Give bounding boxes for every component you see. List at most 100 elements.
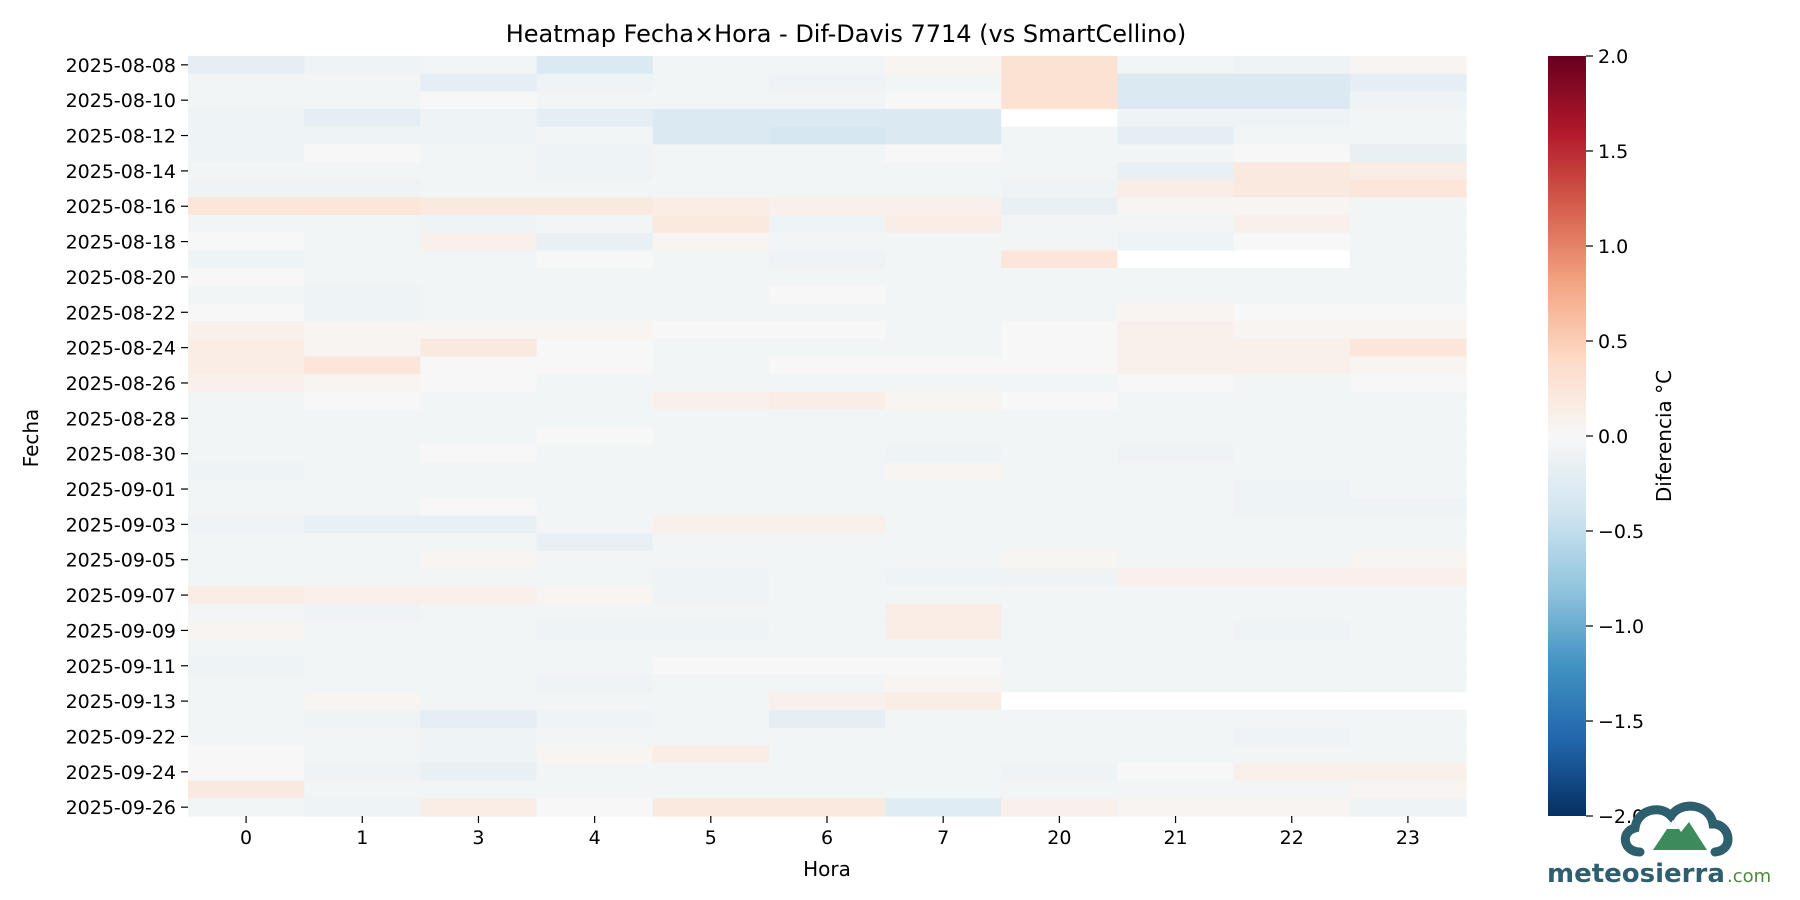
heatmap-cell — [1349, 692, 1467, 711]
heatmap-cell — [420, 550, 538, 570]
heatmap-cell — [1117, 745, 1235, 764]
heatmap-cell — [885, 197, 1002, 216]
heatmap-cell — [1349, 285, 1467, 305]
colorbar-tick-label: 1.5 — [1598, 141, 1628, 163]
heatmap-cell — [536, 727, 654, 746]
heatmap-cell — [188, 321, 305, 340]
heatmap-cell — [1349, 674, 1467, 693]
heatmap-cell — [1001, 73, 1119, 92]
heatmap-cell — [188, 745, 305, 764]
heatmap-cell — [1233, 109, 1351, 128]
heatmap-cell — [1001, 321, 1119, 340]
heatmap-cell — [304, 568, 421, 587]
heatmap-cell — [768, 409, 886, 428]
heatmap-cell — [1117, 374, 1235, 393]
heatmap-cell — [420, 674, 538, 693]
heatmap-cell — [1117, 56, 1235, 75]
heatmap-cell — [1117, 480, 1235, 499]
heatmap-cell — [420, 497, 538, 517]
heatmap-cell — [188, 727, 305, 746]
heatmap-cell — [304, 250, 421, 269]
heatmap-cell — [536, 144, 654, 163]
heatmap-cell — [420, 197, 538, 216]
heatmap-cell — [420, 586, 538, 605]
heatmap-cell — [885, 621, 1002, 640]
heatmap-cell — [1233, 798, 1351, 817]
heatmap-cell — [885, 215, 1002, 234]
logo-text-main: meteosierra — [1547, 859, 1725, 889]
heatmap-cell — [420, 338, 538, 358]
heatmap-cell — [536, 745, 654, 764]
heatmap-cell — [304, 550, 421, 570]
heatmap-cell — [1233, 303, 1351, 322]
heatmap-cell — [1001, 374, 1119, 393]
x-tick-label: 22 — [1280, 827, 1304, 849]
heatmap-cell — [420, 162, 538, 181]
heatmap-cell — [1233, 268, 1351, 287]
heatmap-cell — [768, 56, 886, 75]
heatmap-cell — [188, 232, 305, 252]
heatmap-cell — [652, 745, 770, 764]
heatmap-cell — [768, 268, 886, 287]
heatmap-cell — [885, 674, 1002, 693]
heatmap-cell — [304, 56, 421, 75]
heatmap-cell — [1117, 285, 1235, 305]
heatmap-cell — [1233, 73, 1351, 92]
heatmap-cell — [1001, 232, 1119, 252]
heatmap-cell — [1349, 321, 1467, 340]
heatmap-cell — [420, 356, 538, 375]
heatmap-cell — [1349, 745, 1467, 764]
heatmap-cell — [536, 126, 654, 145]
heatmap-cell — [536, 303, 654, 322]
heatmap-cell — [420, 179, 538, 198]
heatmap-cell — [1349, 515, 1467, 534]
heatmap-cell — [536, 232, 654, 252]
heatmap-cell — [420, 515, 538, 534]
y-tick-label: 2025-09-24 — [66, 762, 176, 784]
heatmap-cell — [304, 338, 421, 358]
heatmap-cell — [1001, 215, 1119, 234]
heatmap-cell — [420, 727, 538, 746]
heatmap-cell — [188, 91, 305, 110]
heatmap-cell — [304, 798, 421, 817]
heatmap-cell — [768, 639, 886, 658]
heatmap-cell — [188, 444, 305, 464]
heatmap-cell — [652, 162, 770, 181]
heatmap-cell — [652, 550, 770, 570]
heatmap-cell — [885, 550, 1002, 570]
heatmap-cell — [1349, 144, 1467, 163]
heatmap-cell — [1349, 179, 1467, 198]
heatmap-cell — [1349, 480, 1467, 499]
heatmap-cell — [188, 603, 305, 623]
heatmap-cell — [885, 321, 1002, 340]
heatmap-cell — [304, 497, 421, 517]
heatmap-cell — [188, 515, 305, 534]
heatmap-cell — [1001, 409, 1119, 428]
heatmap-cell — [1001, 798, 1119, 817]
heatmap-cell — [420, 533, 538, 552]
heatmap-cell — [1349, 162, 1467, 181]
heatmap-cell — [652, 656, 770, 676]
heatmap-cell — [304, 109, 421, 128]
heatmap-cell — [1001, 91, 1119, 110]
heatmap-cell — [420, 109, 538, 128]
heatmap-cell — [1001, 303, 1119, 322]
heatmap-cell — [536, 215, 654, 234]
heatmap-cell — [768, 780, 886, 799]
y-tick-label: 2025-08-16 — [66, 196, 176, 218]
heatmap-cell — [1349, 91, 1467, 110]
heatmap-cell — [420, 144, 538, 163]
heatmap-cell — [652, 586, 770, 605]
heatmap-cell — [652, 144, 770, 163]
heatmap-cell — [1117, 727, 1235, 746]
heatmap-cell — [768, 109, 886, 128]
y-tick-label: 2025-08-22 — [66, 302, 176, 324]
heatmap-cell — [885, 780, 1002, 799]
heatmap-cell — [188, 268, 305, 287]
heatmap-cell — [1117, 91, 1235, 110]
heatmap-cell — [768, 462, 886, 481]
heatmap-cell — [1001, 533, 1119, 552]
heatmap-cell — [304, 391, 421, 411]
heatmap-cell — [768, 586, 886, 605]
heatmap-cell — [652, 798, 770, 817]
